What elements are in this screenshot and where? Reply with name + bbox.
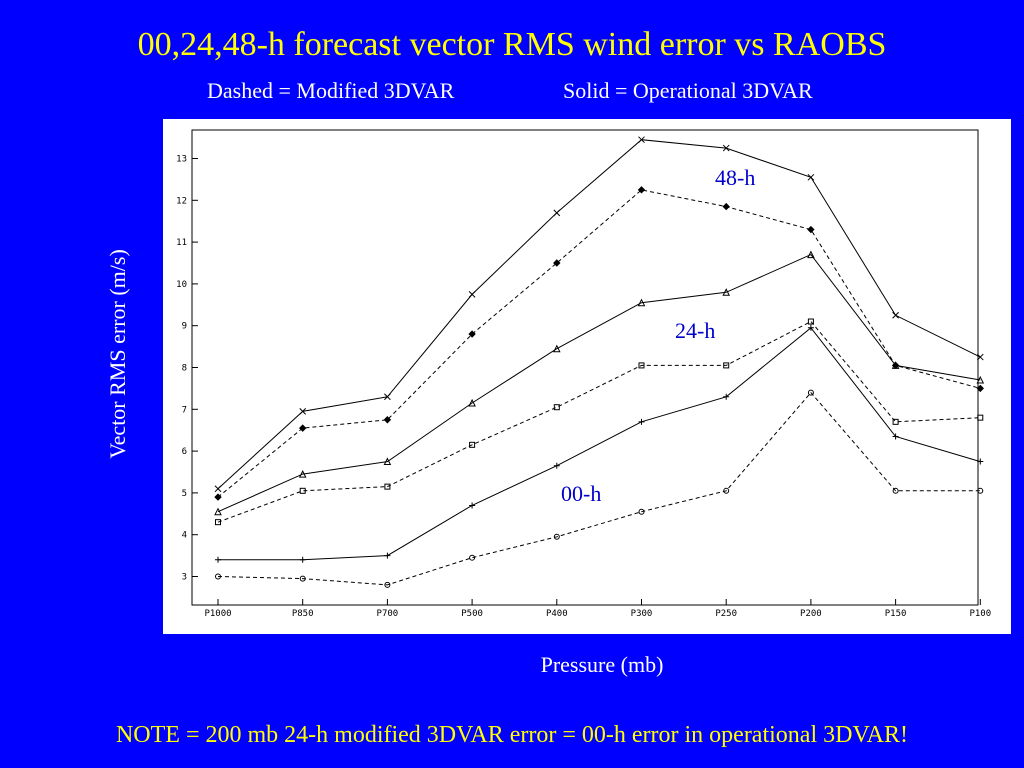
series-line-00-h-dashed (217, 391, 981, 586)
data-point (383, 416, 392, 424)
data-point (722, 202, 730, 211)
x-tick-label: P500 (461, 609, 483, 619)
chart: 3 4 5 6 7 8 9 10 11 12 13 P1000 P850 P700 P500 P400 P300… (176, 129, 991, 619)
data-point (637, 186, 646, 194)
series-label-48-h: 48-h (715, 165, 755, 190)
data-point (383, 457, 392, 466)
y-tick-label: 5 (182, 489, 187, 499)
data-point (215, 573, 221, 580)
series-label-24-h: 24-h (675, 318, 715, 343)
x-tick-label: P150 (885, 609, 907, 619)
x-tick-label: P1000 (204, 609, 231, 619)
x-tick-label: P100 (969, 609, 991, 619)
data-point (469, 441, 476, 448)
data-point (977, 414, 984, 421)
data-point (552, 344, 561, 353)
data-point (807, 389, 814, 396)
data-point (722, 144, 730, 152)
data-point (977, 487, 984, 494)
data-point (638, 508, 645, 515)
x-tick-label: P850 (292, 609, 314, 619)
x-axis-label: Pressure (mb) (540, 652, 664, 677)
data-point (723, 393, 730, 400)
data-point (892, 311, 899, 319)
data-point (299, 408, 307, 415)
data-point (807, 250, 815, 259)
data-point (807, 324, 814, 331)
data-point (468, 290, 476, 298)
data-point (892, 418, 899, 425)
data-point (638, 362, 645, 369)
data-point (891, 361, 900, 369)
data-point (892, 487, 899, 494)
series-line-00-h-solid (218, 327, 981, 561)
data-point (976, 375, 985, 384)
y-tick-label: 10 (176, 280, 187, 290)
data-point (469, 502, 476, 509)
data-point (384, 393, 391, 401)
data-point (299, 556, 306, 563)
x-tick-label: P250 (715, 609, 737, 619)
slide-title: 00,24,48-h forecast vector RMS wind erro… (137, 26, 887, 63)
y-axis-label: Vector RMS error (m/s) (105, 249, 130, 459)
data-point (722, 288, 731, 296)
data-point (299, 575, 306, 582)
data-point (215, 519, 221, 526)
y-tick-label: 3 (182, 573, 187, 583)
data-point (468, 398, 476, 407)
data-point (892, 433, 899, 440)
data-point (638, 418, 645, 425)
plot-panel: 3 4 5 6 7 8 9 10 11 12 13 P1000 P850 P700 P500 P400 P300… (163, 119, 1011, 634)
data-point (553, 259, 561, 267)
data-point (214, 485, 222, 493)
data-point (807, 318, 814, 325)
data-point (384, 581, 391, 588)
data-point (977, 458, 984, 465)
footnote: NOTE = 200 mb 24-h modified 3DVAR error … (115, 722, 909, 748)
data-point (298, 424, 307, 432)
data-point (215, 556, 221, 563)
data-point (214, 493, 222, 501)
data-point (299, 487, 306, 494)
x-tick-label: P200 (800, 609, 822, 619)
y-tick-label: 7 (182, 405, 187, 415)
data-point (807, 225, 815, 234)
series-line-48-h-solid (217, 139, 981, 490)
data-point (384, 552, 391, 559)
data-point (553, 209, 561, 217)
data-point (976, 384, 985, 393)
data-point (976, 353, 984, 361)
series-line-48-h-dashed (217, 189, 981, 498)
x-tick-label: P700 (377, 609, 399, 619)
data-point (214, 507, 222, 516)
legend-solid: Solid = Operational 3DVAR (563, 78, 813, 103)
series-line-24-h-solid (217, 253, 981, 513)
y-tick-label: 4 (182, 531, 187, 541)
y-tick-label: 6 (182, 447, 187, 457)
data-point (384, 483, 391, 490)
data-point (553, 404, 560, 411)
data-point (807, 173, 815, 181)
y-tick-label: 8 (182, 364, 187, 374)
data-point (723, 487, 730, 494)
legend: Dashed = Modified 3DVAR Solid = Operatio… (0, 78, 1024, 108)
data-point (723, 362, 730, 369)
x-tick-label: P400 (546, 609, 568, 619)
y-tick-label: 13 (176, 155, 187, 165)
data-point (638, 136, 645, 144)
data-point (553, 462, 560, 469)
data-point (298, 469, 307, 478)
legend-dashed: Dashed = Modified 3DVAR (207, 78, 455, 103)
data-point (469, 554, 476, 561)
series-line-24-h-dashed (217, 320, 981, 523)
data-point (553, 533, 560, 540)
y-tick-label: 11 (176, 238, 187, 248)
data-point (468, 330, 476, 338)
y-tick-label: 12 (176, 196, 187, 206)
plot-frame (191, 129, 979, 606)
series-label-00-h: 00-h (561, 481, 601, 506)
y-tick-label: 9 (182, 322, 187, 332)
x-tick-label: P300 (631, 609, 653, 619)
data-point (637, 298, 646, 307)
